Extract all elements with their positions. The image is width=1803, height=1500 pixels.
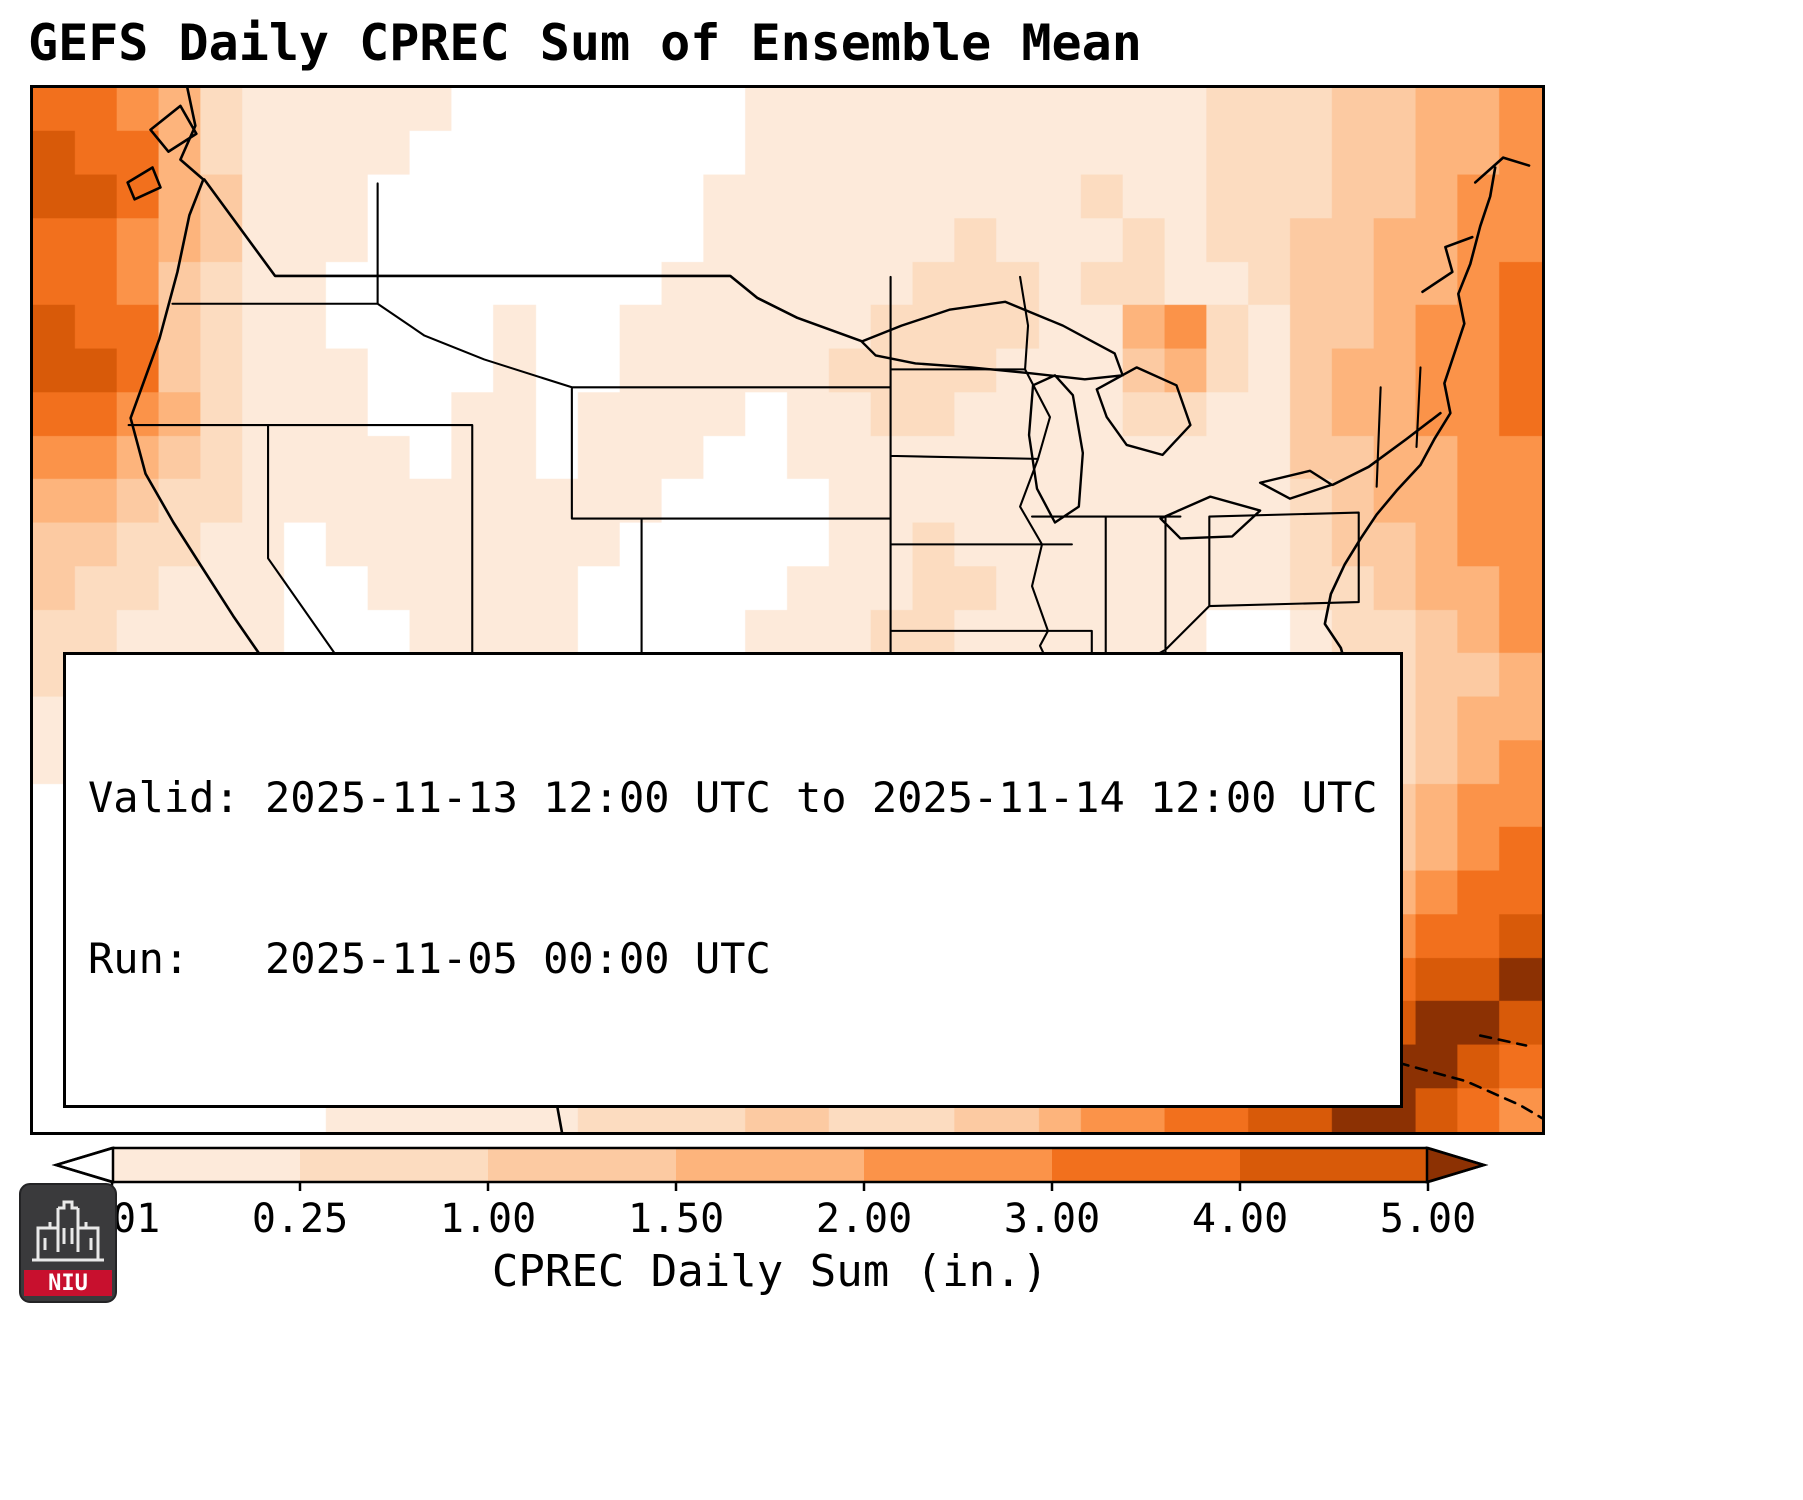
- map-panel: Valid: 2025-11-13 12:00 UTC to 2025-11-1…: [30, 85, 1545, 1135]
- colorbar-tick-labels: 0.010.251.001.502.003.004.005.00: [0, 1196, 1560, 1244]
- niu-logo: NIU: [19, 1183, 117, 1303]
- eastern-canada-lines: [1421, 156, 1531, 294]
- colorbar-tick-label: 2.00: [815, 1196, 913, 1242]
- bc-islands: [126, 104, 198, 201]
- colorbar-tick-label: 1.00: [439, 1196, 537, 1242]
- colorbar-tick-label: 1.50: [627, 1196, 725, 1242]
- us-canada-border: [203, 178, 864, 343]
- castle-icon: [32, 1200, 104, 1262]
- great-lakes-outline: [860, 300, 1334, 540]
- run-time-text: Run: 2025-11-05 00:00 UTC: [88, 933, 771, 983]
- validity-info-box: Valid: 2025-11-13 12:00 UTC to 2025-11-1…: [63, 652, 1403, 1108]
- colorbar-tick-label: 3.00: [1003, 1196, 1101, 1242]
- colorbar-tick-marks: [110, 1182, 1430, 1191]
- valid-time-text: Valid: 2025-11-13 12:00 UTC to 2025-11-1…: [88, 772, 1378, 822]
- figure-title: GEFS Daily CPREC Sum of Ensemble Mean: [28, 14, 1142, 72]
- colorbar-segments: [112, 1148, 1429, 1182]
- colorbar-over-arrow: [1425, 1146, 1489, 1184]
- niu-logo-banner: [24, 1270, 112, 1296]
- colorbar-under-arrow: [51, 1146, 115, 1184]
- st-lawrence-line: [1331, 411, 1442, 487]
- colorbar-axis-label: CPREC Daily Sum (in.): [491, 1246, 1049, 1297]
- niu-logo-text: NIU: [48, 1271, 88, 1296]
- colorbar: [51, 1146, 1489, 1191]
- colorbar-tick-label: 5.00: [1379, 1196, 1477, 1242]
- colorbar-tick-label: 4.00: [1191, 1196, 1289, 1242]
- colorbar-tick-label: 0.25: [251, 1196, 349, 1242]
